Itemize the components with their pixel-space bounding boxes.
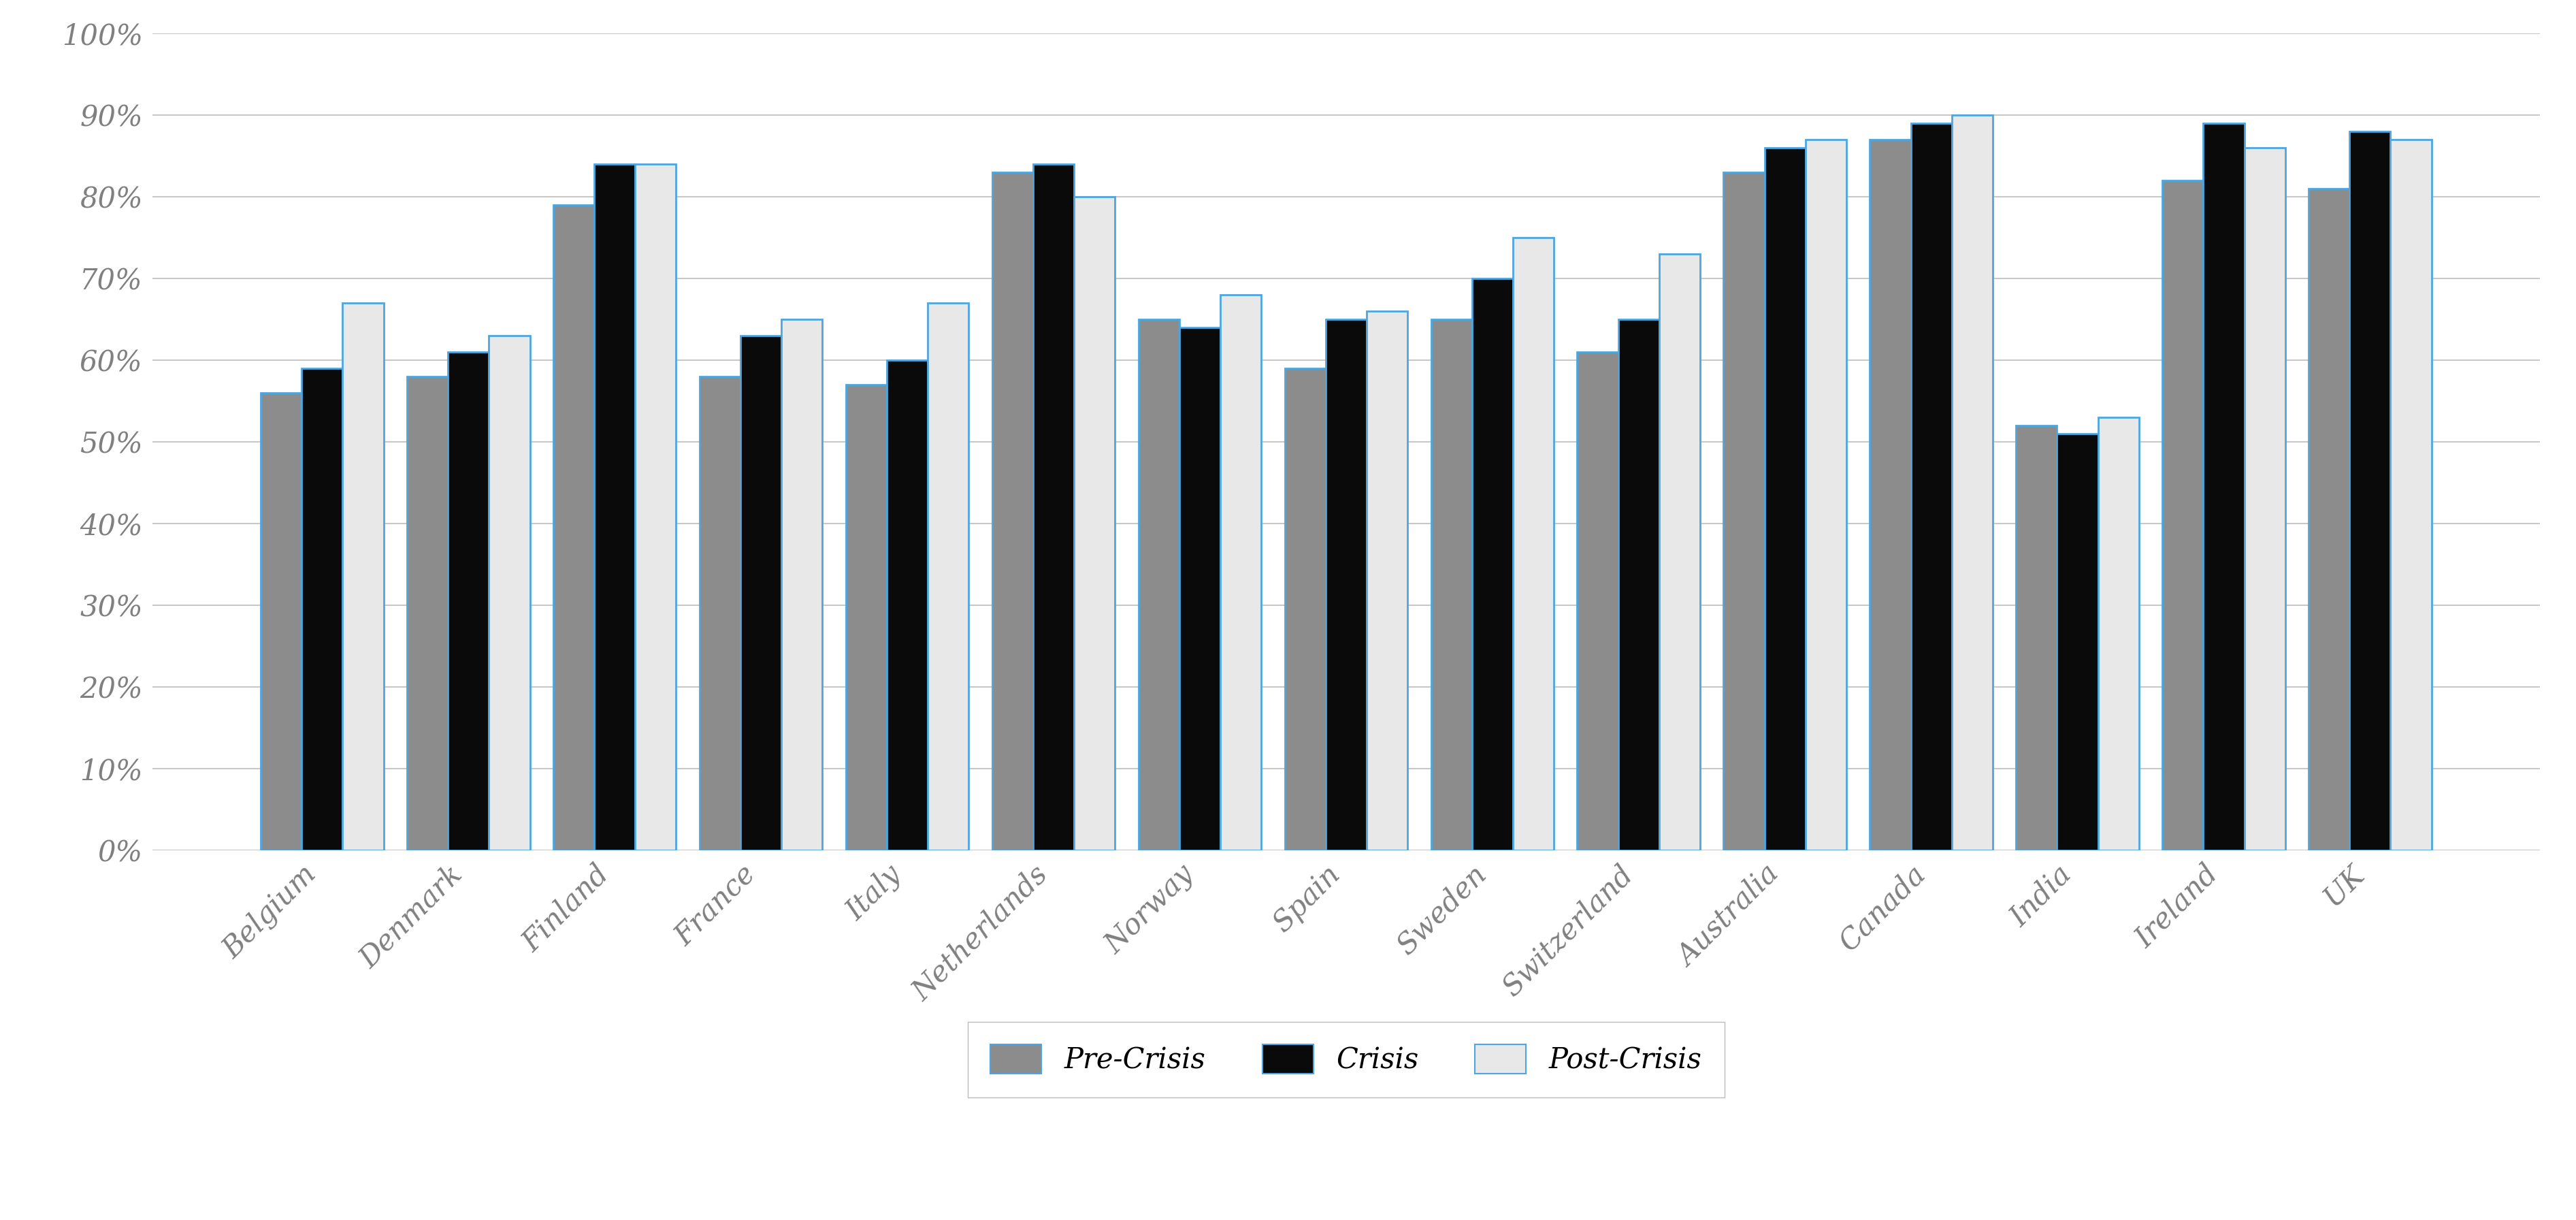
Bar	[1659, 254, 1700, 850]
Bar	[301, 368, 343, 850]
Legend: Pre-Crisis, Crisis, Post-Crisis: Pre-Crisis, Crisis, Post-Crisis	[969, 1021, 1723, 1097]
Bar	[636, 165, 675, 850]
Bar	[1139, 320, 1180, 850]
Bar	[1430, 320, 1471, 850]
Bar	[927, 303, 969, 850]
Bar	[781, 320, 822, 850]
Bar	[739, 336, 781, 850]
Bar	[1285, 368, 1327, 850]
Bar	[992, 172, 1033, 850]
Bar	[1618, 320, 1659, 850]
Bar	[1327, 320, 1368, 850]
Bar	[1806, 140, 1847, 850]
Bar	[1765, 148, 1806, 850]
Bar	[554, 205, 595, 850]
Bar	[2391, 140, 2432, 850]
Bar	[343, 303, 384, 850]
Bar	[2161, 181, 2202, 850]
Bar	[2244, 148, 2285, 850]
Bar	[1577, 353, 1618, 850]
Bar	[1870, 140, 1911, 850]
Bar	[1512, 238, 1553, 850]
Bar	[2349, 132, 2391, 850]
Bar	[260, 393, 301, 850]
Bar	[1368, 311, 1406, 850]
Bar	[2308, 189, 2349, 850]
Bar	[2058, 434, 2097, 850]
Bar	[2097, 417, 2138, 850]
Bar	[1074, 196, 1115, 850]
Bar	[448, 353, 489, 850]
Bar	[1033, 165, 1074, 850]
Bar	[407, 377, 448, 850]
Bar	[701, 377, 739, 850]
Bar	[1723, 172, 1765, 850]
Bar	[845, 384, 886, 850]
Bar	[1911, 123, 1953, 850]
Bar	[1221, 295, 1262, 850]
Bar	[2202, 123, 2244, 850]
Bar	[1953, 116, 1994, 850]
Bar	[2017, 426, 2058, 850]
Bar	[1471, 278, 1512, 850]
Bar	[886, 360, 927, 850]
Bar	[1180, 328, 1221, 850]
Bar	[595, 165, 636, 850]
Bar	[489, 336, 531, 850]
